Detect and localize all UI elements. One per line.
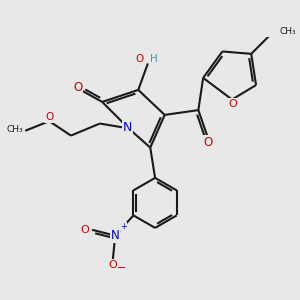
Text: O: O	[229, 99, 237, 109]
Text: O: O	[136, 54, 144, 64]
Text: O: O	[73, 80, 82, 94]
Text: O: O	[80, 225, 89, 235]
Text: +: +	[120, 222, 127, 231]
Text: CH₃: CH₃	[6, 125, 23, 134]
Text: H: H	[150, 54, 158, 64]
Text: N: N	[111, 229, 119, 242]
Text: N: N	[123, 121, 132, 134]
Text: −: −	[117, 263, 126, 273]
Text: CH₃: CH₃	[279, 27, 296, 36]
Text: O: O	[45, 112, 53, 122]
Text: O: O	[108, 260, 117, 270]
Text: O: O	[203, 136, 213, 149]
